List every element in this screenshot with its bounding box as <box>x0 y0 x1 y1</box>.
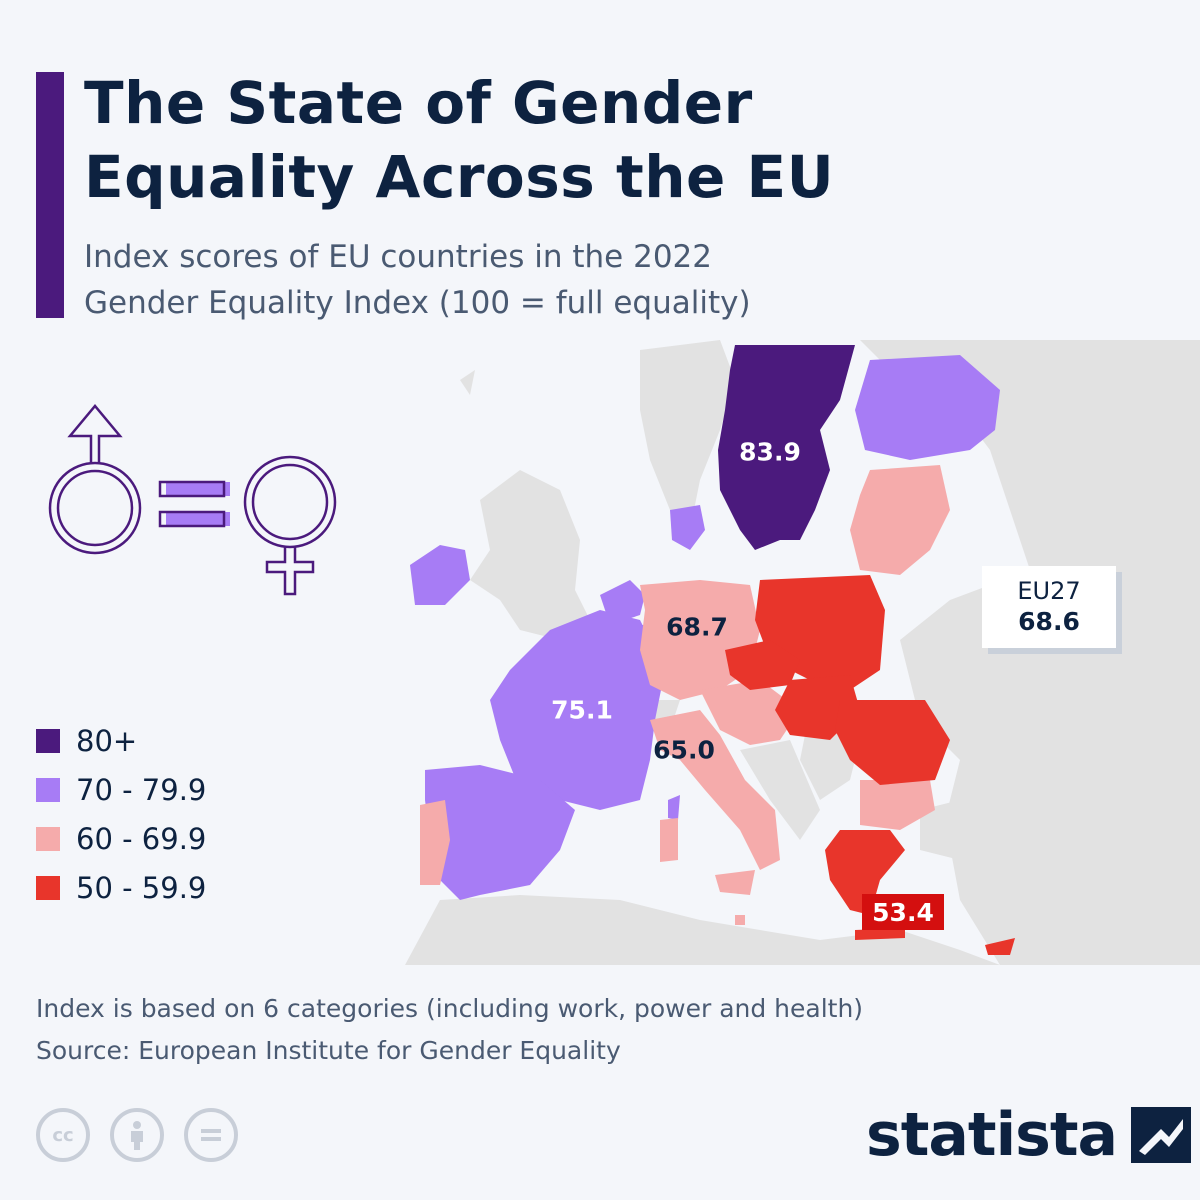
legend-label: 60 - 69.9 <box>76 821 207 856</box>
country-portugal <box>420 800 450 885</box>
value-label-italy: 65.0 <box>653 735 715 765</box>
legend: 80+ 70 - 79.9 60 - 69.9 50 - 59.9 <box>36 716 206 912</box>
eu-average-value: 68.6 <box>1018 607 1080 636</box>
country-crete <box>855 928 905 940</box>
legend-swatch <box>36 875 60 900</box>
value-label-france: 75.1 <box>551 695 613 725</box>
country-ireland <box>410 545 470 605</box>
legend-swatch <box>36 728 60 753</box>
legend-swatch <box>36 826 60 851</box>
title-line-2: Equality Across the EU <box>84 143 835 211</box>
country-sweden <box>718 345 855 550</box>
statista-brand[interactable]: statista <box>866 1100 1192 1170</box>
country-greece <box>825 830 905 915</box>
country-finland <box>855 355 1000 460</box>
country-austria-slovenia-croatia <box>700 680 800 745</box>
legend-label: 70 - 79.9 <box>76 772 207 807</box>
country-baltics <box>850 465 950 575</box>
europe-map <box>0 340 1200 980</box>
country-belgium-netherlands <box>600 580 645 625</box>
footnote: Index is based on 6 categories (includin… <box>36 988 1136 1072</box>
footnote-source: Source: European Institute for Gender Eq… <box>36 1036 621 1065</box>
country-france <box>490 610 665 810</box>
subtitle-line-1: Index scores of EU countries in the 2022 <box>84 239 712 275</box>
country-spain <box>425 765 575 900</box>
country-bulgaria <box>860 780 935 830</box>
subtitle-line-2: Gender Equality Index (100 = full equali… <box>84 285 751 321</box>
legend-swatch <box>36 777 60 802</box>
country-italy <box>650 710 780 870</box>
legend-label: 50 - 59.9 <box>76 870 207 905</box>
country-corsica <box>668 795 680 820</box>
band-70-79-countries <box>410 355 1000 900</box>
cc-icon[interactable]: cc <box>36 1108 90 1162</box>
country-sardinia <box>660 818 678 862</box>
country-sicily <box>715 870 755 895</box>
legend-item-80-plus: 80+ <box>36 716 206 765</box>
title-accent-bar <box>36 72 64 318</box>
page-title: The State of Gender Equality Across the … <box>84 66 1164 214</box>
page-subtitle: Index scores of EU countries in the 2022… <box>84 234 1164 326</box>
legend-label: 80+ <box>76 723 138 758</box>
value-label-sweden: 83.9 <box>739 437 801 467</box>
legend-item-50-59: 50 - 59.9 <box>36 863 206 912</box>
country-malta <box>735 915 745 925</box>
eu-average-box: EU27 68.6 <box>982 566 1116 648</box>
equals-icon <box>158 480 230 528</box>
band-80-plus-countries <box>718 345 855 550</box>
brand-name: statista <box>866 1100 1118 1170</box>
legend-item-70-79: 70 - 79.9 <box>36 765 206 814</box>
no-derivatives-icon[interactable] <box>184 1108 238 1162</box>
legend-item-60-69: 60 - 69.9 <box>36 814 206 863</box>
license-icons: cc <box>36 1108 238 1162</box>
country-czechia <box>725 640 800 690</box>
attribution-icon[interactable] <box>110 1108 164 1162</box>
male-symbol-icon <box>48 404 142 555</box>
country-cyprus <box>985 938 1015 955</box>
female-symbol-icon <box>243 455 337 596</box>
band-50-59-countries <box>725 575 1015 955</box>
value-label-germany: 68.7 <box>666 612 728 642</box>
value-label-greece: 53.4 <box>862 894 944 930</box>
country-denmark <box>670 505 705 550</box>
footnote-note: Index is based on 6 categories (includin… <box>36 994 864 1023</box>
title-line-1: The State of Gender <box>84 69 753 137</box>
eu-average-name: EU27 <box>1017 577 1081 605</box>
statista-logo-icon <box>1131 1107 1192 1163</box>
country-romania <box>835 700 950 785</box>
map-svg <box>405 340 1200 965</box>
gender-equality-symbol <box>48 404 337 596</box>
